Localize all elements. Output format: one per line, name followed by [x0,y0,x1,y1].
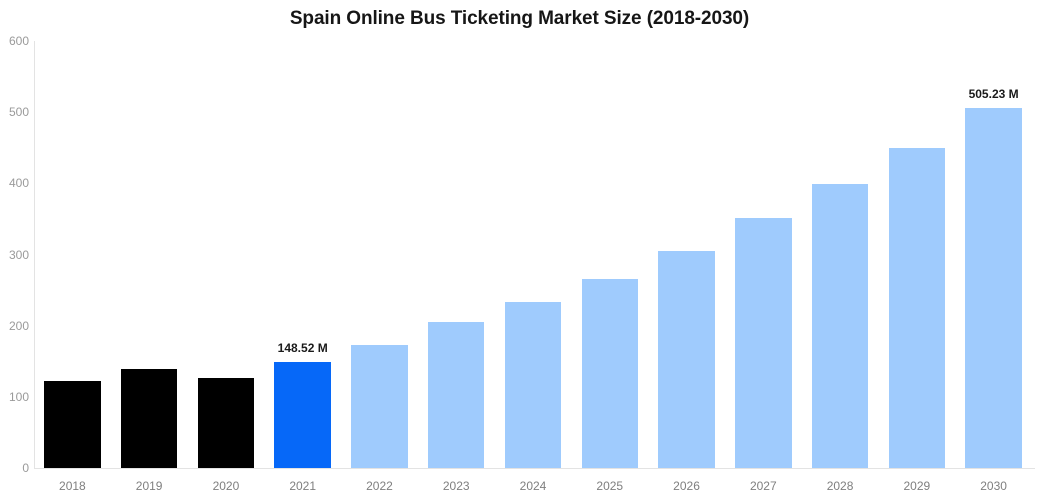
bar-2028[interactable] [811,184,869,468]
y-axis-tick-label: 200 [8,318,29,333]
bar-2020[interactable] [197,378,255,468]
bar-2024[interactable] [504,302,562,468]
bar-2027[interactable] [735,218,792,468]
plot-area [34,41,1039,468]
y-axis-tick-label: 100 [8,389,29,404]
x-axis-tick-label-2026: 2026 [673,479,700,493]
y-axis: 0 100 200 300 400 500 600 [0,0,29,500]
x-axis-tick-label-2030: 2030 [980,479,1007,493]
x-axis-tick-label-2025: 2025 [596,479,624,493]
y-axis-tick-label: 400 [8,176,29,191]
bar-2025[interactable] [581,278,638,468]
x-axis-tick-label-2027: 2027 [749,479,777,493]
bar-2023[interactable] [428,322,485,468]
x-axis-tick-label-2028: 2028 [826,479,854,493]
bar-2026[interactable] [658,250,715,468]
y-axis-tick-label: 500 [8,105,29,120]
y-axis-tick-label: 300 [8,247,29,262]
bar-2019[interactable] [120,369,178,468]
y-axis-tick-label: 0 [22,461,29,475]
chart-title: Spain Online Bus Ticketing Market Size (… [289,8,750,29]
x-axis-tick-label-2024: 2024 [519,479,547,493]
x-axis-tick-label-2020: 2020 [212,479,240,493]
bar-2030[interactable] [965,108,1022,468]
bar-2021[interactable] [274,362,331,468]
y-axis-line [34,41,35,468]
bar-2029[interactable] [888,147,946,468]
bar-value-label-2021: 148.52 M [277,341,328,356]
x-axis-tick-label-2022: 2022 [366,479,393,493]
y-axis-tick-label: 600 [8,34,29,48]
bar-value-label-2030: 505.23 M [968,87,1019,102]
x-axis-tick-label-2019: 2019 [135,479,163,493]
x-axis-tick-label-2029: 2029 [903,479,931,493]
x-axis-line [34,468,1035,469]
bar-2018[interactable] [44,381,101,468]
x-axis-tick-label-2021: 2021 [289,479,317,493]
bar-2022[interactable] [351,344,408,468]
x-axis-tick-label-2018: 2018 [59,479,86,493]
x-axis-tick-label-2023: 2023 [442,479,470,493]
